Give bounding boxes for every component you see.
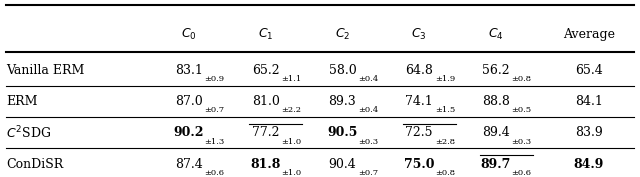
Text: 64.8: 64.8 xyxy=(405,64,433,77)
Text: 81.8: 81.8 xyxy=(250,158,281,171)
Text: ±0.7: ±0.7 xyxy=(358,169,378,177)
Text: 72.5: 72.5 xyxy=(406,126,433,139)
Text: ±0.3: ±0.3 xyxy=(358,138,378,145)
Text: ±1.0: ±1.0 xyxy=(281,169,301,177)
Text: ±1.1: ±1.1 xyxy=(281,75,301,83)
Text: 90.5: 90.5 xyxy=(327,126,358,139)
Text: $\mathit{C}_2$: $\mathit{C}_2$ xyxy=(335,27,350,42)
Text: Vanilla ERM: Vanilla ERM xyxy=(6,64,84,77)
Text: ERM: ERM xyxy=(6,95,38,108)
Text: ±0.8: ±0.8 xyxy=(435,169,455,177)
Text: $\mathit{C}_3$: $\mathit{C}_3$ xyxy=(412,27,427,42)
Text: 74.1: 74.1 xyxy=(405,95,433,108)
Text: ±0.5: ±0.5 xyxy=(511,106,532,114)
Text: ±0.3: ±0.3 xyxy=(511,138,532,145)
Text: ConDiSR: ConDiSR xyxy=(6,158,63,171)
Text: ±0.9: ±0.9 xyxy=(204,75,225,83)
Text: 89.7: 89.7 xyxy=(481,158,511,171)
Text: 65.4: 65.4 xyxy=(575,64,603,77)
Text: $\mathit{C}_0$: $\mathit{C}_0$ xyxy=(181,27,196,42)
Text: 77.2: 77.2 xyxy=(252,126,279,139)
Text: ±0.6: ±0.6 xyxy=(511,169,532,177)
Text: ±0.4: ±0.4 xyxy=(358,106,378,114)
Text: 88.8: 88.8 xyxy=(482,95,510,108)
Text: ±0.6: ±0.6 xyxy=(204,169,225,177)
Text: ±1.3: ±1.3 xyxy=(204,138,225,145)
Text: 65.2: 65.2 xyxy=(252,64,280,77)
Text: ±0.4: ±0.4 xyxy=(358,75,378,83)
Text: 84.1: 84.1 xyxy=(575,95,603,108)
Text: ±0.7: ±0.7 xyxy=(204,106,225,114)
Text: 83.1: 83.1 xyxy=(175,64,203,77)
Text: ±1.5: ±1.5 xyxy=(435,106,455,114)
Text: $C^2$SDG: $C^2$SDG xyxy=(6,125,51,141)
Text: $\mathit{C}_1$: $\mathit{C}_1$ xyxy=(258,27,273,42)
Text: 87.0: 87.0 xyxy=(175,95,203,108)
Text: 83.9: 83.9 xyxy=(575,126,603,139)
Text: 89.4: 89.4 xyxy=(482,126,510,139)
Text: 90.2: 90.2 xyxy=(173,126,204,139)
Text: $\mathit{C}_4$: $\mathit{C}_4$ xyxy=(488,27,504,42)
Text: 89.3: 89.3 xyxy=(328,95,356,108)
Text: 87.4: 87.4 xyxy=(175,158,203,171)
Text: 75.0: 75.0 xyxy=(404,158,435,171)
Text: ±2.2: ±2.2 xyxy=(281,106,301,114)
Text: 81.0: 81.0 xyxy=(252,95,280,108)
Text: ±1.9: ±1.9 xyxy=(435,75,455,83)
Text: 56.2: 56.2 xyxy=(482,64,510,77)
Text: Average: Average xyxy=(563,28,615,41)
Text: 84.9: 84.9 xyxy=(573,158,604,171)
Text: 58.0: 58.0 xyxy=(328,64,356,77)
Text: 90.4: 90.4 xyxy=(328,158,356,171)
Text: ±0.8: ±0.8 xyxy=(511,75,532,83)
Text: ±2.8: ±2.8 xyxy=(435,138,455,145)
Text: ±1.0: ±1.0 xyxy=(281,138,301,145)
